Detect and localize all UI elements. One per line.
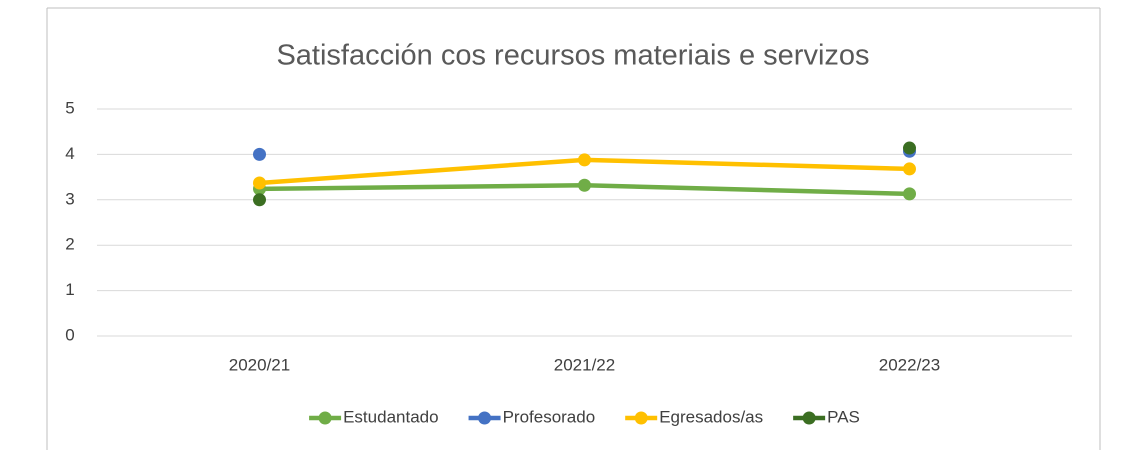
point [903,187,916,201]
legend-label: Profesorado [503,407,596,426]
legend-swatch-dot [478,411,492,425]
point [253,147,266,161]
point [253,193,266,207]
legend-label: Estudantado [343,407,438,426]
y-tick-label: 4 [65,144,74,163]
point [903,162,916,176]
legend-label: PAS [827,407,860,426]
point [578,178,591,192]
y-tick-label: 3 [65,189,74,208]
y-tick-label: 2 [65,235,74,254]
point [903,141,916,155]
legend-swatch-dot [802,411,816,425]
legend-swatch-dot [318,411,332,425]
x-tick-label: 2020/21 [229,355,290,374]
x-tick-label: 2022/23 [879,355,940,374]
legend-label: Egresados/as [659,407,763,426]
legend-swatch-dot [634,411,648,425]
point [578,153,591,167]
point [253,176,266,190]
y-tick-label: 1 [65,280,74,299]
x-tick-label: 2021/22 [554,355,615,374]
y-tick-label: 0 [65,325,74,344]
y-tick-label: 5 [65,98,74,117]
chart-title: Satisfacción cos recursos materiais e se… [276,40,869,72]
